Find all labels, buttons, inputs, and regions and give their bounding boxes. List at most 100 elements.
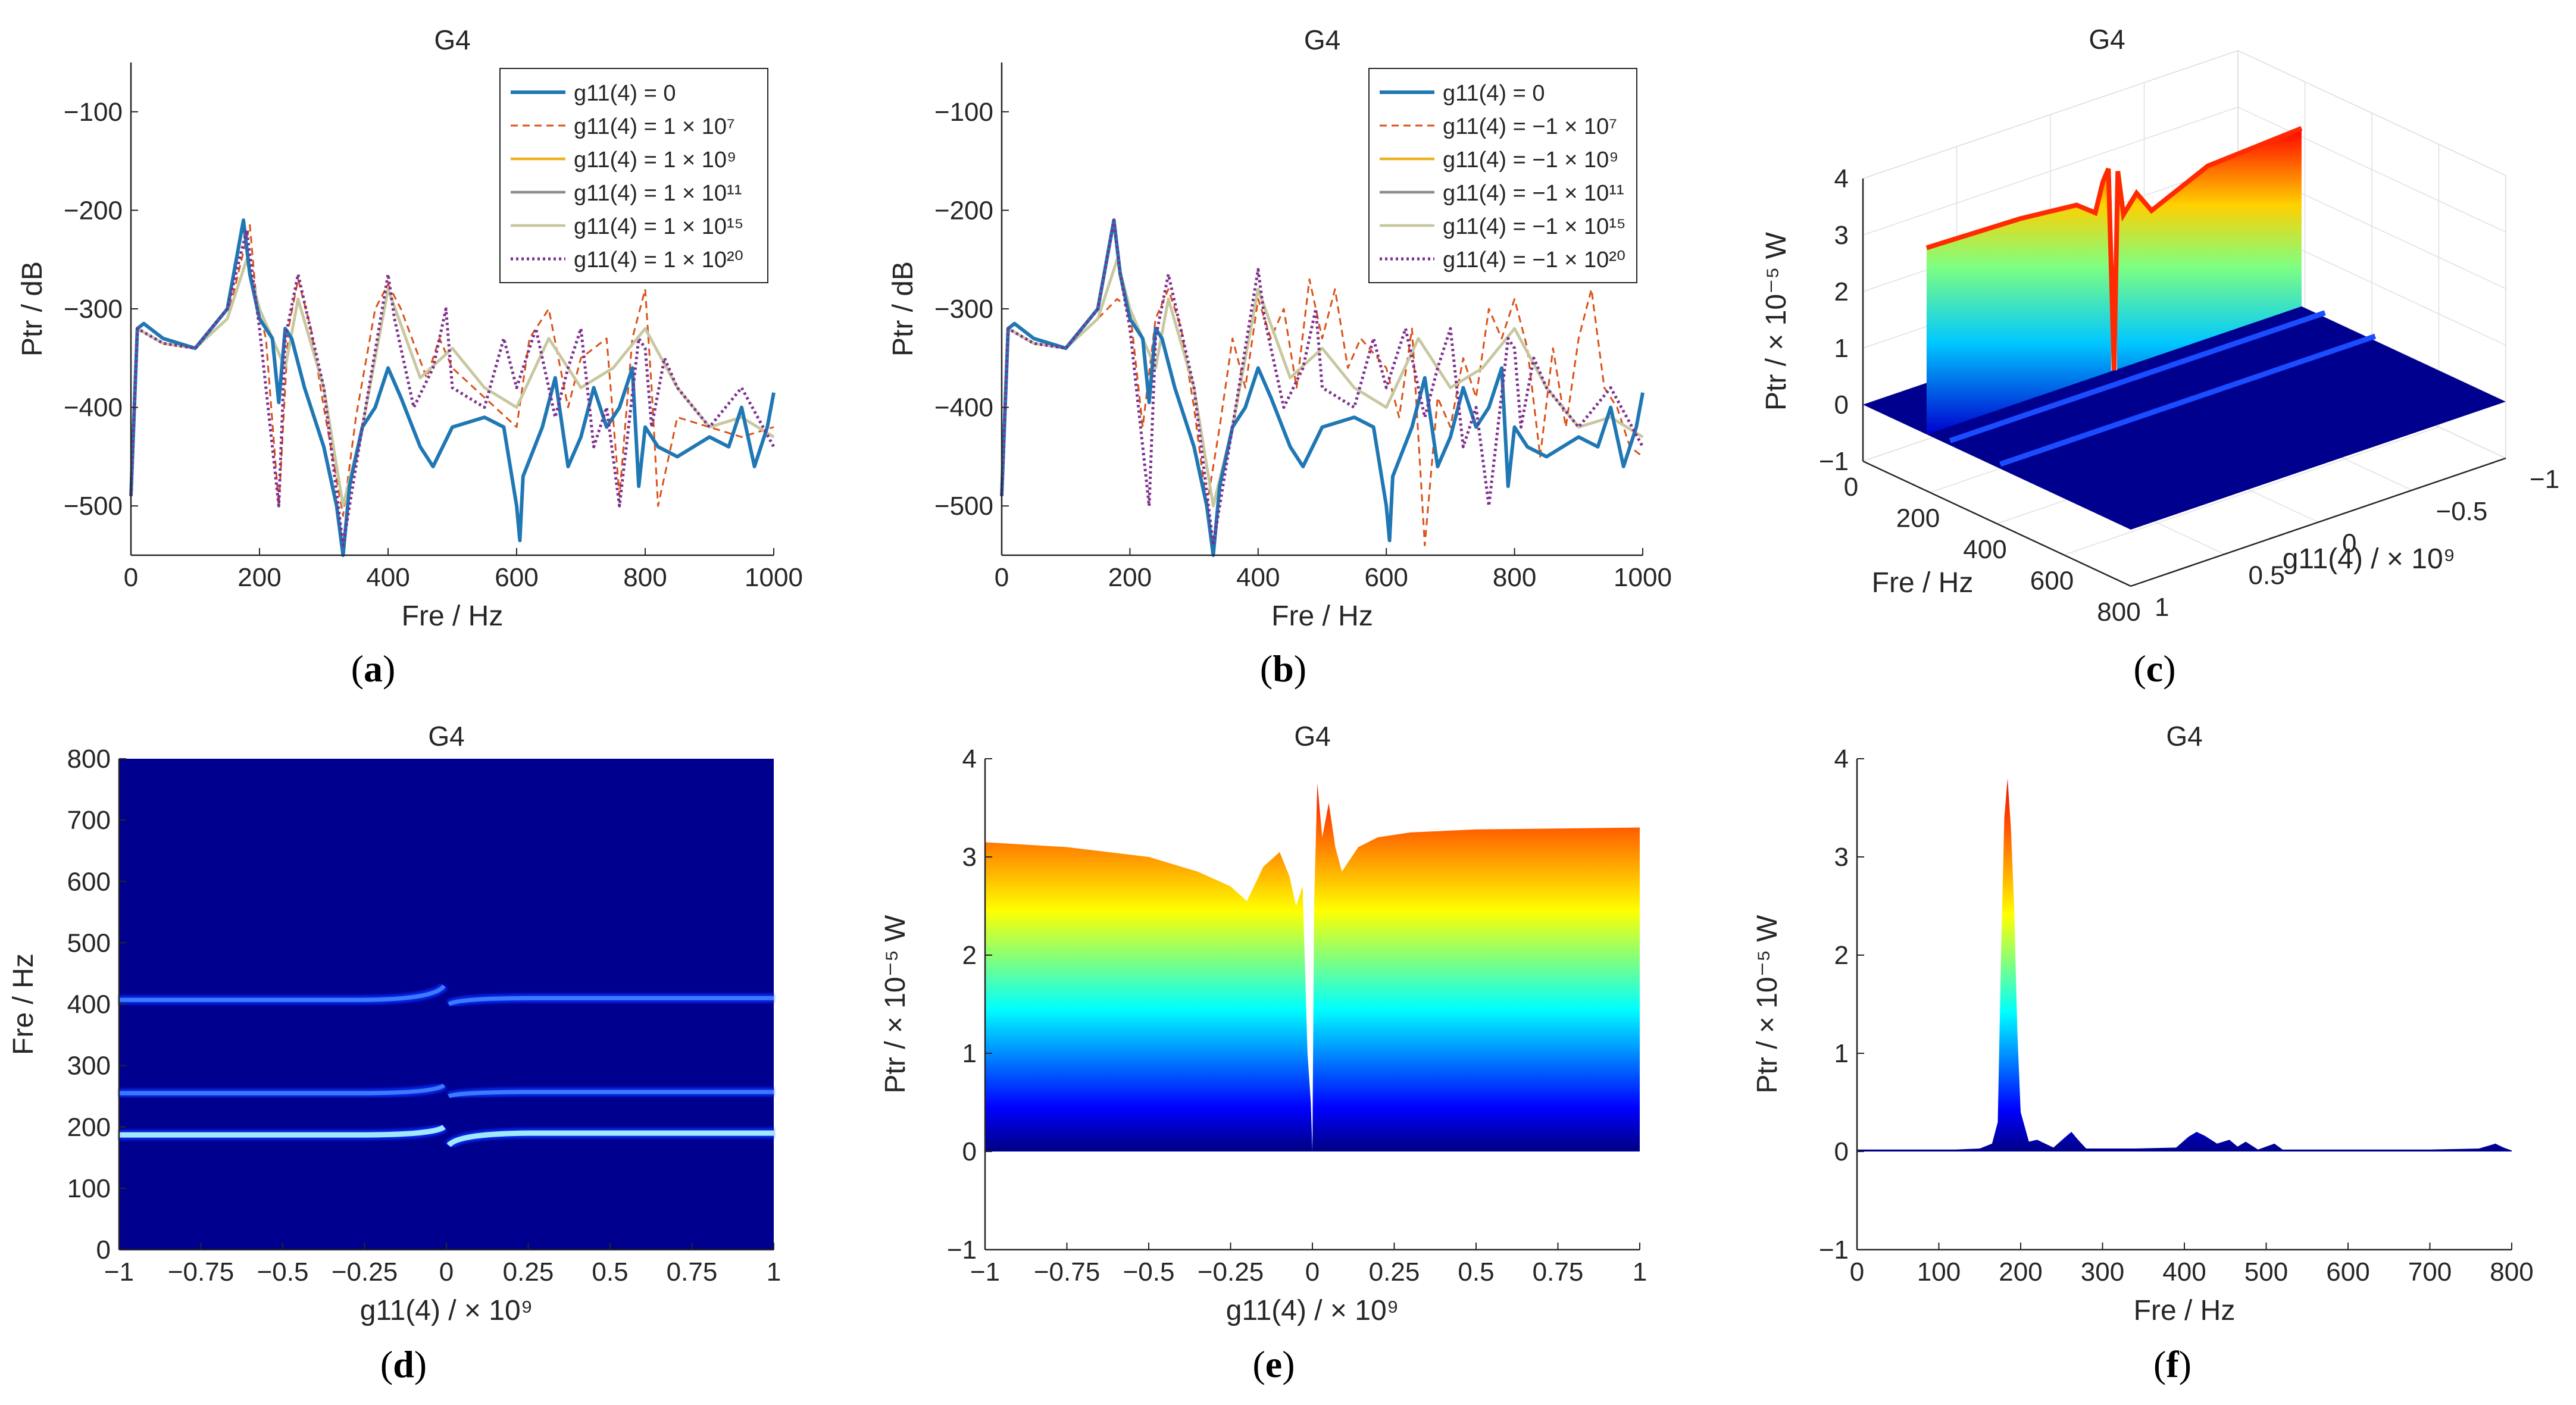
panel-a-legend	[499, 68, 768, 283]
panel-c-zlabel: Ptr / × 10⁻⁵ W	[1761, 231, 1792, 411]
panel-d-x-tick-label: −0.5	[257, 1257, 309, 1287]
panel-e-xlabel: g11(4) / × 10⁹	[1226, 1295, 1399, 1326]
panel-f-x-tick-label: 300	[2081, 1257, 2124, 1287]
panel-c-z-tick-label: 3	[1834, 221, 1849, 250]
panel-e-x-tick-label: 0.25	[1369, 1257, 1420, 1287]
panel-b-series-2	[1000, 258, 1644, 508]
panel-f-ylabel: Ptr / × 10⁻⁵ W	[1752, 915, 1783, 1094]
panel-f-x-tick-label: 0	[1850, 1257, 1864, 1287]
panel-b-legend-entry-1: g11(4) = −1 × 10⁷	[1443, 114, 1617, 139]
panel-e-x-tick-label: −0.25	[1198, 1257, 1264, 1287]
panel-c-f-tick-label: 800	[2097, 597, 2140, 627]
panel-f-title: G4	[2166, 721, 2202, 752]
caption-c: (c)	[2133, 647, 2176, 690]
panel-a-x-tick-label: 600	[495, 563, 538, 592]
panel-c-ridge-top	[1925, 126, 2303, 371]
panel-c-ridge-surface	[1926, 128, 2302, 434]
panel-e-y-tick-label: −1	[947, 1235, 977, 1265]
panel-a-x-tick-label: 0	[124, 563, 138, 592]
panel-c-z-tick-label: −1	[1819, 447, 1849, 476]
panel-f-y-tick-label: 0	[1834, 1137, 1849, 1166]
panel-a-legend-entry-2: g11(4) = 1 × 10⁹	[574, 148, 736, 173]
panel-f-y-tick-label: 3	[1834, 843, 1849, 872]
panel-f-x-tick-label: 100	[1917, 1257, 1961, 1287]
panel-a-y-tick-label: −200	[64, 196, 123, 225]
panel-a-title: G4	[434, 24, 470, 55]
panel-d-x-tick-label: −1	[104, 1257, 134, 1287]
panel-b-x-tick-label: 200	[1108, 563, 1152, 592]
panel-c-z-tick-label: 0	[1834, 390, 1849, 420]
panel-d-x-tick-label: 0.25	[503, 1257, 554, 1287]
caption-a: (a)	[351, 647, 396, 690]
panel-d-band-0	[119, 1124, 774, 1147]
panel-a-series-4	[129, 258, 775, 508]
panel-f-x-tick-label: 200	[1999, 1257, 2042, 1287]
panel-a-x-tick-label: 400	[366, 563, 409, 592]
panel-b-x-tick-label: 800	[1493, 563, 1536, 592]
panel-e-y-tick-label: 1	[962, 1039, 977, 1068]
panel-f-y-tick-label: −1	[1819, 1235, 1849, 1265]
panel-e-y-tick-label: 2	[962, 941, 977, 970]
panel-d-y-tick-label: 800	[67, 744, 111, 774]
panel-d-y-tick-label: 300	[67, 1052, 111, 1081]
panel-c-xlabel: Fre / Hz	[1872, 567, 1974, 599]
panel-a-x-tick-label: 800	[623, 563, 667, 592]
panel-c-z-tick-label: 2	[1834, 277, 1849, 306]
panel-f-y-tick-label: 2	[1834, 941, 1849, 970]
panel-f-xlabel: Fre / Hz	[2134, 1295, 2236, 1326]
caption-d: (d)	[380, 1343, 427, 1385]
panel-a-y-tick-label: −300	[64, 295, 123, 324]
panel-f-y-tick-label: 4	[1834, 744, 1849, 774]
panel-b-legend-entry-0: g11(4) = 0	[1443, 81, 1545, 106]
panel-e-x-tick-label: −0.75	[1034, 1257, 1100, 1287]
panel-f-y-tick-label: 1	[1834, 1039, 1849, 1068]
panel-e-title: G4	[1294, 721, 1330, 752]
panel-a-y-tick-label: −100	[64, 98, 123, 127]
panel-b-y-tick-label: −500	[934, 492, 993, 521]
panel-d-y-tick-label: 400	[67, 990, 111, 1019]
panel-d-band-1	[119, 1083, 774, 1099]
panel-e-x-tick-label: 0.75	[1533, 1257, 1584, 1287]
panel-d-y-tick-label: 0	[96, 1235, 111, 1265]
panel-a-legend-entry-0: g11(4) = 0	[574, 81, 676, 106]
panel-b-series-5	[1000, 218, 1645, 547]
panel-b-y-tick-label: −400	[934, 393, 993, 423]
panel-c-g-tick-label: 0	[2342, 529, 2356, 558]
panel-c-title: G4	[2089, 24, 2125, 55]
panel-a-y-tick-label: −400	[64, 393, 123, 423]
panel-c-f-tick-label: 200	[1896, 504, 1940, 533]
panel-f-x-tick-label: 800	[2490, 1257, 2533, 1287]
panel-a-legend-entry-4: g11(4) = 1 × 10¹⁵	[574, 214, 743, 239]
panel-d-x-tick-label: 0.5	[592, 1257, 628, 1287]
panel-c-g-tick-label: 0.5	[2249, 561, 2285, 590]
panel-d-band-2	[119, 984, 774, 1006]
panel-b-legend-entry-4: g11(4) = −1 × 10¹⁵	[1443, 214, 1626, 239]
caption-e: (e)	[1252, 1343, 1295, 1385]
panel-c-f-tick-label: 600	[2030, 567, 2074, 596]
panel-e-x-tick-label: 0.5	[1458, 1257, 1494, 1287]
panel-d-x-tick-label: −0.75	[168, 1257, 234, 1287]
panel-b-series-1	[1001, 278, 1643, 546]
panel-f-x-tick-label: 500	[2244, 1257, 2288, 1287]
panel-d-xlabel: g11(4) / × 10⁹	[360, 1295, 533, 1326]
panel-c-f-tick-label: 400	[1963, 535, 2006, 564]
panel-b-x-tick-label: 0	[995, 563, 1009, 592]
panel-d-x-tick-label: 1	[767, 1257, 781, 1287]
panel-b-series-4	[1000, 258, 1644, 508]
panel-c-minor-ridge-0	[1949, 310, 2326, 443]
panel-d-x-tick-label: −0.25	[332, 1257, 398, 1287]
panel-d-y-tick-label: 500	[67, 928, 111, 957]
panel-e-x-tick-label: 0	[1305, 1257, 1320, 1287]
panel-d-ylabel: Fre / Hz	[8, 953, 39, 1055]
panel-b-title: G4	[1304, 24, 1340, 55]
panel-b-y-tick-label: −300	[934, 295, 993, 324]
panel-b-xlabel: Fre / Hz	[1271, 600, 1373, 632]
panel-f-x-tick-label: 600	[2326, 1257, 2369, 1287]
panel-b-legend	[1368, 68, 1637, 283]
panel-e-ylabel: Ptr / × 10⁻⁵ W	[880, 915, 911, 1094]
panel-b-ylabel: Ptr / dB	[887, 261, 919, 356]
panel-b-series-3	[1000, 258, 1644, 508]
panel-a-xlabel: Fre / Hz	[402, 600, 504, 632]
panel-a-y-tick-label: −500	[64, 492, 123, 521]
